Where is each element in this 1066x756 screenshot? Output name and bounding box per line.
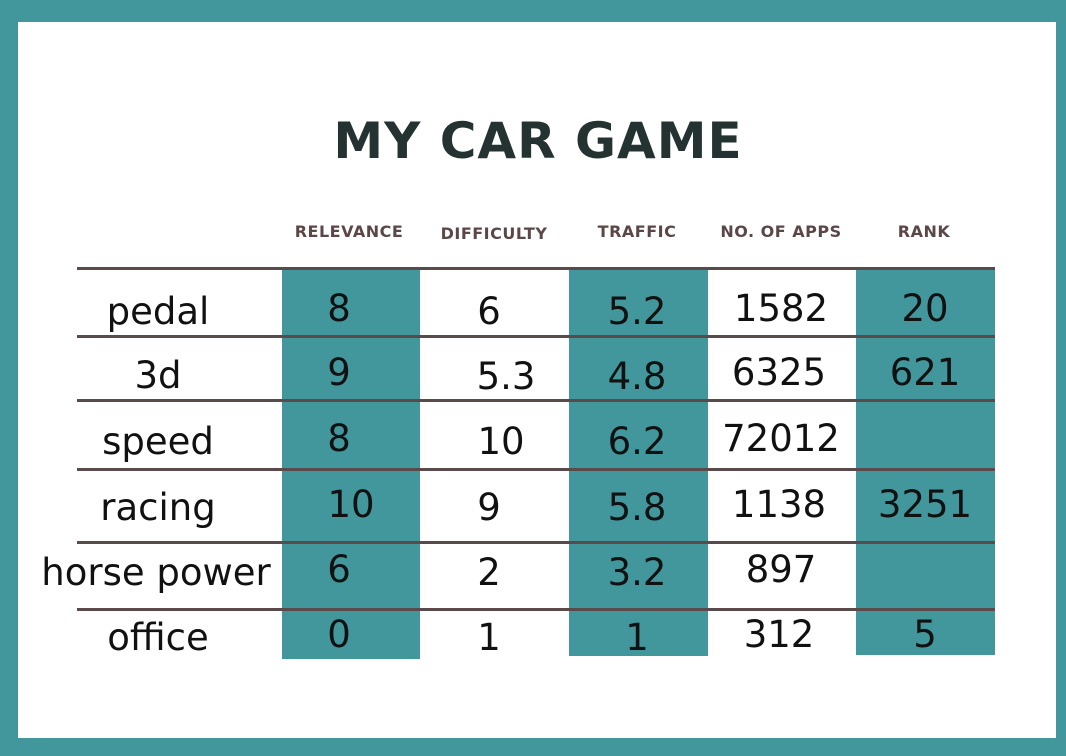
page-title: MY CAR GAME	[333, 112, 743, 170]
traffic-cell: 5.2	[607, 290, 667, 333]
apps-cell: 6325	[731, 351, 827, 394]
table-rule	[77, 468, 995, 471]
rank-cell: 20	[901, 287, 949, 330]
table-rule	[77, 335, 995, 338]
traffic-column-bg	[569, 270, 708, 656]
rank-column-bg	[856, 270, 995, 655]
relevance-cell: 6	[327, 548, 351, 591]
difficulty-cell: 2	[477, 551, 501, 594]
header-relevance: RELEVANCE	[294, 222, 404, 241]
table-rule	[77, 399, 995, 402]
difficulty-cell: 9	[477, 486, 501, 529]
difficulty-cell: 10	[477, 420, 525, 463]
keyword-cell: office	[107, 616, 209, 659]
keyword-cell: pedal	[106, 290, 210, 333]
traffic-cell: 3.2	[607, 551, 667, 594]
relevance-column-bg	[282, 270, 420, 659]
table-rule	[77, 267, 995, 270]
difficulty-cell: 5.3	[476, 355, 536, 398]
apps-cell: 1138	[731, 483, 827, 526]
relevance-cell: 10	[327, 483, 375, 526]
table-rule	[77, 608, 995, 611]
rank-cell: 5	[913, 613, 937, 656]
header-apps: NO. OF APPS	[720, 222, 842, 241]
traffic-cell: 5.8	[607, 486, 667, 529]
rank-cell: 3251	[877, 483, 973, 526]
keyword-cell: speed	[102, 420, 214, 463]
apps-cell: 312	[743, 613, 815, 656]
apps-cell: 897	[745, 548, 817, 591]
keyword-cell: racing	[100, 486, 216, 529]
traffic-cell: 1	[625, 616, 649, 659]
difficulty-cell: 1	[477, 616, 501, 659]
relevance-cell: 8	[327, 287, 351, 330]
traffic-cell: 4.8	[607, 355, 667, 398]
rank-cell: 621	[889, 351, 961, 394]
relevance-cell: 0	[327, 613, 351, 656]
header-traffic: TRAFFIC	[597, 222, 677, 241]
traffic-cell: 6.2	[607, 420, 667, 463]
keyword-cell: horse power	[41, 551, 271, 594]
header-rank: RANK	[897, 222, 951, 241]
apps-cell: 1582	[733, 287, 829, 330]
header-difficulty: DIFFICULTY	[440, 224, 548, 243]
table-rule	[77, 541, 995, 544]
keyword-cell: 3d	[134, 354, 182, 397]
difficulty-cell: 6	[477, 290, 501, 333]
relevance-cell: 9	[327, 351, 351, 394]
relevance-cell: 8	[327, 417, 351, 460]
apps-cell: 72012	[722, 417, 840, 460]
